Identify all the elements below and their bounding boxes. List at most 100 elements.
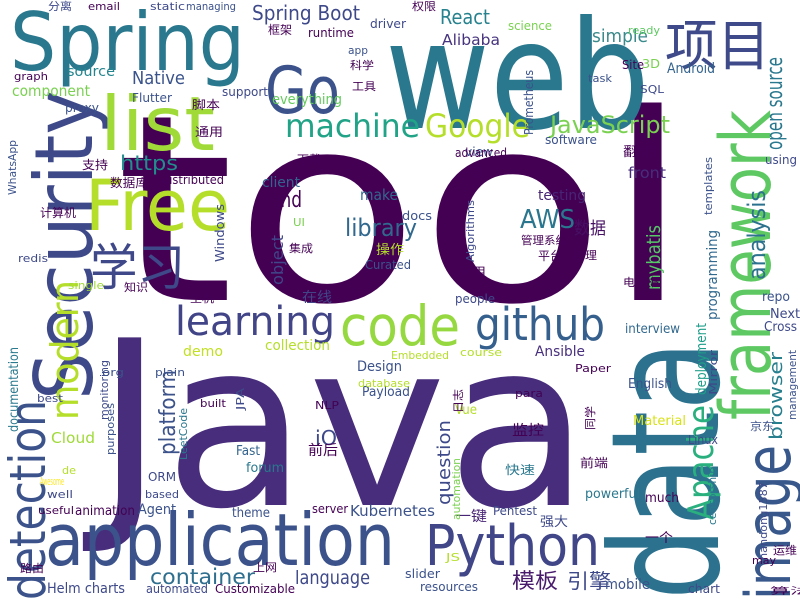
word: React [440, 5, 490, 29]
word: collection [265, 338, 330, 354]
word: WhatsApp [6, 140, 19, 195]
word: 一款 [460, 165, 484, 179]
word: runtime [308, 26, 354, 40]
word: 主机 [190, 291, 214, 305]
word: library [345, 214, 417, 242]
word: management [786, 349, 799, 420]
word: science [508, 19, 552, 33]
word: 计算机 [40, 205, 76, 220]
word: Customizable [215, 582, 295, 596]
word: 采用 [458, 265, 486, 279]
word: Spring Boot [252, 1, 360, 25]
word: Cloud [51, 429, 95, 447]
word: app [348, 44, 368, 57]
word: make [360, 186, 398, 204]
word: machine [285, 107, 420, 145]
word: Python [425, 514, 600, 579]
word: iO [315, 426, 337, 450]
word: handong1587 [757, 482, 770, 560]
word: modern [43, 280, 87, 420]
word: built [200, 397, 227, 410]
word: 脚本 [192, 97, 220, 112]
word: Kubernetes [350, 502, 435, 520]
word: server [312, 502, 348, 516]
word: 路由 [20, 561, 44, 575]
word: useful [38, 504, 74, 517]
word: ORM [148, 470, 176, 484]
word: repo [762, 290, 790, 305]
word: Mirror [707, 349, 720, 395]
word: Next [770, 307, 800, 322]
word: testing [538, 188, 586, 204]
word: code [340, 294, 460, 358]
word: 知识 [124, 280, 148, 294]
word: component [12, 82, 90, 100]
word: container [150, 565, 255, 589]
word: org [102, 366, 124, 379]
word: based [145, 488, 179, 501]
word: may [752, 554, 776, 567]
word: automated [146, 582, 208, 596]
word: platform [156, 370, 181, 455]
word: software [545, 133, 597, 147]
word: ready [628, 24, 661, 37]
word: SQL [640, 83, 665, 96]
word: 管理 [573, 248, 597, 262]
word: automation [450, 458, 463, 520]
word: Native [132, 68, 185, 89]
word: language [295, 567, 370, 589]
word: using [765, 153, 797, 167]
word: end [270, 188, 302, 213]
word: Prometheus [522, 70, 536, 135]
word: 上网 [253, 561, 277, 574]
word: JavaScript [548, 111, 670, 139]
word: 管理系统 [521, 233, 567, 247]
word: Fast [236, 444, 260, 459]
word: data [580, 340, 754, 600]
word: 算法 [770, 585, 800, 597]
word: Pentest [493, 504, 537, 518]
word: 科学 [350, 58, 374, 72]
word: 日志 [452, 389, 465, 413]
word: 翻墙 [623, 145, 657, 160]
word: theme [232, 506, 270, 521]
word: Curated [365, 258, 411, 272]
word: 一键 [455, 509, 487, 525]
word: Site [622, 58, 644, 72]
word: Free [85, 165, 230, 247]
word: view [465, 145, 493, 159]
word: NLP [315, 399, 339, 412]
word: para [515, 387, 543, 400]
word: Agent [138, 502, 176, 518]
word: open source [763, 57, 788, 150]
word: 分离 [48, 0, 72, 13]
word: Google [425, 107, 530, 145]
word: database [358, 377, 410, 390]
word: resources [420, 580, 478, 594]
word: 同学 [583, 406, 597, 430]
word: best [37, 392, 64, 405]
word: detection [0, 400, 57, 600]
word: proxy [65, 101, 99, 115]
word: framework [705, 110, 787, 420]
word: interview [625, 322, 680, 337]
word: Linux [688, 433, 718, 447]
word: course [460, 346, 502, 359]
word: 前端 [580, 455, 608, 470]
word: object [268, 235, 287, 285]
word: Vue [455, 403, 477, 418]
word: Helm charts [47, 581, 125, 597]
word: github [475, 298, 605, 351]
word: graph [14, 70, 48, 83]
word: advanced [455, 146, 507, 160]
word: de [62, 464, 76, 477]
word: powerful [585, 487, 640, 502]
word: English [628, 377, 672, 392]
word: client [262, 175, 301, 191]
word: forum [246, 461, 284, 476]
word: source [67, 64, 115, 80]
word: mybatis [643, 225, 665, 290]
word: tool [115, 60, 690, 362]
